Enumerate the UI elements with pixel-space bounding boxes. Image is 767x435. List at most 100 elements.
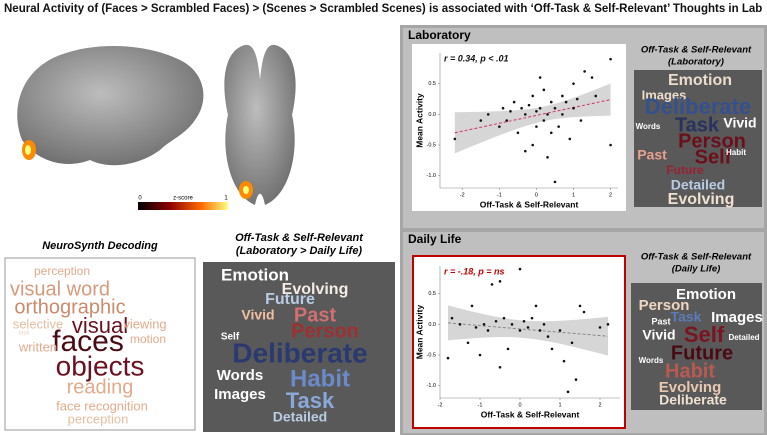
point [486,113,490,116]
colorbar-max: 1 [224,196,228,202]
point [486,329,490,332]
colorbar-min: 0 [138,196,142,202]
point [542,88,546,92]
point [531,94,535,98]
cloud-word: Images [642,87,687,102]
cloud-word: face recognition [56,398,148,413]
point [558,329,562,332]
point [568,137,572,141]
cloud-title: (Daily Life) [672,264,721,275]
point [553,180,557,184]
cloud-title: Off-Task & Self-Relevant [235,232,364,244]
neurosynth-box [4,257,196,431]
contrast-box [203,262,395,432]
point [542,323,546,326]
point [490,283,494,286]
annotation: r = 0.34, p < .01 [444,53,509,63]
cloud-word: Self [695,146,732,168]
colorbar-label: z-score [173,196,193,202]
cloud-word: Detailed [273,409,327,425]
point [561,94,564,98]
point [542,119,546,122]
point [518,267,522,271]
cloud-word: Self [684,322,725,347]
x-tick-label: 0 [535,192,538,198]
cloud-word: selective [13,316,64,331]
point [479,119,483,122]
point [546,156,549,159]
point [450,316,454,320]
cloud-word: Self [221,332,240,343]
cloud-title: (Laboratory > Daily Life) [236,245,363,257]
cloud-title: Off-Task & Self-Relevant [641,252,752,263]
point [538,106,542,110]
figure-title: Neural Activity of (Faces > Scrambled Fa… [4,3,762,15]
point [534,304,538,308]
cloud-word: visual [72,313,128,338]
point [498,280,502,283]
point [549,100,553,104]
cloud-word: Task [286,388,335,413]
y-tick-label: -1.0 [427,383,436,389]
x-tick-label: -1 [478,402,483,408]
point [546,113,549,116]
y-tick-label: -1.0 [427,173,436,179]
point [598,326,602,329]
x-tick-label: -1 [497,192,502,198]
cloud-word: Future [666,163,704,177]
point [458,323,462,326]
cloud-word: Habit [726,148,746,157]
neurosynth-title: NeuroSynth Decoding [42,240,158,252]
point [570,341,574,345]
cloud-word: Habit [290,365,350,392]
point [526,326,530,329]
fit-line [447,322,609,337]
point [566,390,570,394]
point [494,319,498,323]
cloud-word: Task [671,309,702,325]
cloud-word: Evolving [668,191,735,208]
cloud-word: Emotion [676,286,736,303]
point [510,323,514,326]
cloud-word: objects [56,350,145,381]
cloud-word: Person [678,130,746,152]
point [606,323,610,326]
cloud-word: Evolving [282,281,349,298]
y-tick-label: 0.0 [428,322,436,328]
point [538,76,542,79]
cloud-word: Emotion [221,265,289,284]
point [505,119,509,122]
cloud-word: Task [675,114,720,136]
point [506,347,510,351]
x-tick-label: 2 [609,192,612,198]
y-tick-label: -0.5 [427,142,436,148]
point [523,149,527,153]
point [501,106,505,110]
cloud-word: perception [68,411,129,426]
point [535,109,538,113]
cloud-word: Detailed [671,177,725,193]
point [578,304,582,308]
point [583,70,586,73]
point [522,319,526,323]
cloud-word: Vivid [723,115,756,131]
cloud-word: Words [217,367,263,384]
point [574,378,578,381]
cloud-word: written [18,339,57,354]
point [546,335,550,338]
point [518,329,522,332]
x-axis-label: Off-Task & Self-Relevant [481,409,580,419]
cloud-word: Vivid [642,327,675,343]
point [512,100,516,104]
point [530,316,534,320]
brain-ventral [224,44,296,205]
cloud-word: motion [130,332,166,346]
cloud-word: Vivid [241,307,274,323]
confidence-band [454,83,611,154]
point [453,137,457,141]
point [446,356,450,360]
cloud-word: Habit [665,360,715,382]
fit-line [454,99,611,134]
point [502,316,506,320]
cloud-word: Deliberate [659,392,727,408]
